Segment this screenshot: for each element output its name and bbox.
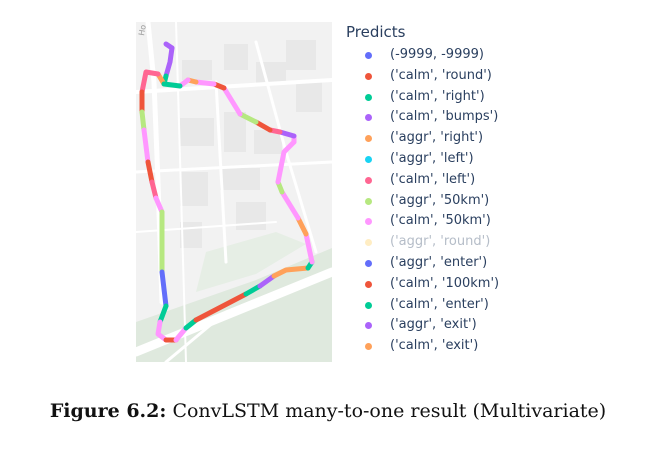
legend-label: ('calm', 'bumps') (390, 109, 499, 125)
route-segment (139, 69, 161, 95)
route-segment (257, 273, 277, 289)
route-segment (243, 283, 263, 297)
legend-label: ('aggr', 'exit') (390, 317, 477, 333)
legend-marker (365, 155, 372, 163)
legend-item[interactable]: ('calm', 'enter') (346, 295, 646, 316)
legend-label: (-9999, -9999) (390, 47, 484, 62)
route-segment (193, 291, 249, 323)
route-segment (163, 45, 175, 79)
caption-text: ConvLSTM many-to-one result (Multivariat… (172, 400, 607, 422)
route-segment (237, 111, 259, 125)
route-segment (141, 127, 151, 165)
legend-marker (365, 218, 372, 226)
legend-marker (365, 176, 372, 184)
route-segment (159, 269, 169, 309)
legend-item[interactable]: ('aggr', 'enter') (346, 253, 646, 274)
legend-marker (365, 114, 372, 122)
legend-item[interactable]: ('aggr', '50km') (346, 191, 646, 212)
legend-marker (365, 72, 372, 80)
legend-item[interactable]: ('aggr', 'exit') (346, 315, 646, 336)
legend-label: ('calm', '100km') (390, 275, 500, 291)
legend-marker (365, 259, 372, 267)
legend-label: ('calm', 'enter') (390, 296, 489, 312)
legend-marker (365, 322, 372, 330)
legend-item[interactable]: ('aggr', 'left') (346, 149, 646, 170)
legend-marker (365, 280, 372, 288)
legend-label: ('aggr', 'enter') (390, 254, 488, 270)
route-segment (149, 179, 159, 201)
legend-marker (365, 301, 372, 309)
route-segment (279, 189, 301, 221)
legend-label: ('calm', 'right') (390, 88, 485, 104)
legend-item[interactable]: ('aggr', 'right') (346, 128, 646, 149)
legend-item[interactable]: ('aggr', 'round') (346, 232, 646, 253)
route-segment (221, 85, 243, 117)
route-segment (271, 265, 311, 279)
legend-item[interactable]: ('calm', '50km') (346, 211, 646, 232)
map-street-label: Ho (137, 24, 148, 36)
route-trace (139, 41, 315, 343)
route-segment (303, 231, 315, 265)
route-segment (253, 119, 273, 133)
legend-label: ('aggr', 'right') (390, 130, 484, 146)
legend-item[interactable]: (-9999, -9999) (346, 45, 646, 66)
legend-item[interactable]: ('calm', 'bumps') (346, 107, 646, 128)
figure-caption: Figure 6.2: ConvLSTM many-to-one result … (0, 400, 656, 422)
legend-marker (365, 197, 372, 205)
legend-marker (365, 93, 372, 101)
legend-title: Predicts (346, 23, 406, 41)
legend-label: ('calm', 'round') (390, 67, 492, 83)
caption-label: Figure 6.2: (49, 400, 167, 422)
route-segment (161, 81, 183, 89)
route-segment (295, 215, 309, 237)
legend-label: ('calm', '50km') (390, 213, 491, 229)
legend-marker (365, 239, 372, 247)
legend-label: ('aggr', '50km') (390, 192, 490, 208)
route-segment (157, 303, 169, 325)
route-segment (155, 319, 169, 343)
route-segment (153, 195, 165, 215)
legend: Predicts (-9999, -9999) ('calm', 'round')… (346, 22, 646, 357)
legend-label: ('aggr', 'left') (390, 150, 474, 166)
map-building-blocks (180, 40, 322, 248)
route-segment (275, 139, 297, 185)
route-segment (193, 79, 217, 87)
legend-item[interactable]: ('calm', 'right') (346, 87, 646, 108)
map-park-area-2 (196, 232, 306, 292)
route-segment (139, 109, 147, 133)
legend-item[interactable]: ('calm', 'exit') (346, 336, 646, 357)
legend-item[interactable]: ('calm', 'round') (346, 66, 646, 87)
route-segment (173, 325, 189, 343)
legend-marker (365, 135, 372, 143)
legend-label: ('calm', 'left') (390, 171, 476, 187)
legend-item[interactable]: ('calm', 'left') (346, 170, 646, 191)
legend-marker (365, 52, 372, 59)
legend-item[interactable]: ('calm', '100km') (346, 274, 646, 295)
legend-items: (-9999, -9999) ('calm', 'round') ('calm', … (346, 45, 646, 357)
route-map: Ho (136, 22, 332, 362)
legend-marker (365, 343, 372, 351)
legend-label: ('aggr', 'round') (390, 234, 491, 250)
legend-label: ('calm', 'exit') (390, 338, 479, 354)
route-segment (145, 159, 155, 185)
